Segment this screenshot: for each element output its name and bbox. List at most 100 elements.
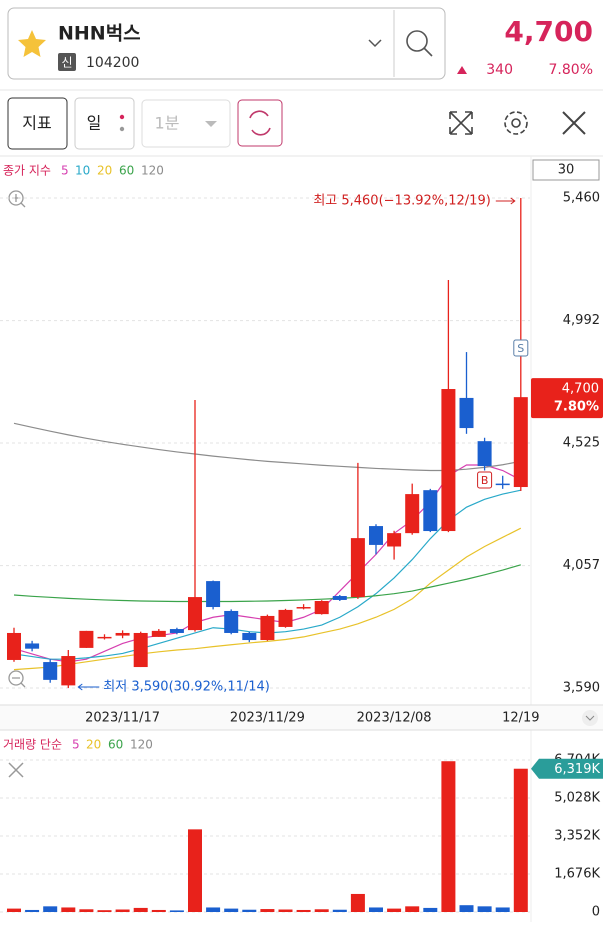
volume-bar bbox=[296, 909, 311, 912]
x-tick-label: 2023/11/29 bbox=[230, 711, 305, 726]
moving-average bbox=[13, 422, 521, 472]
indicator-button[interactable] bbox=[7, 97, 68, 150]
volume-bar bbox=[133, 907, 148, 912]
legend-title: 거래량 단순 bbox=[3, 738, 62, 752]
volume-bar bbox=[97, 910, 112, 912]
candle-body bbox=[314, 601, 329, 615]
candle-body bbox=[296, 607, 311, 609]
low-annotation: 최저 3,590(30.92%,11/14) bbox=[103, 680, 270, 695]
count-box[interactable] bbox=[532, 159, 600, 181]
y-tick-label: 4,057 bbox=[563, 558, 600, 573]
close-volume[interactable] bbox=[8, 762, 24, 778]
candle-body bbox=[61, 656, 76, 686]
volume-bar bbox=[151, 909, 166, 912]
volume-bar bbox=[242, 909, 257, 912]
volume-bar bbox=[7, 908, 21, 912]
current-price: 4,700 bbox=[504, 15, 593, 48]
last-price: 4,700 bbox=[562, 382, 599, 397]
legend-item: 120 bbox=[130, 738, 153, 752]
candle-body bbox=[369, 526, 383, 545]
y-tick-label: 1,676K bbox=[554, 867, 600, 882]
refresh-button[interactable] bbox=[237, 99, 283, 147]
legend-item: 10 bbox=[75, 164, 90, 178]
volume-bar bbox=[369, 907, 383, 912]
axis-toggle-icon bbox=[585, 715, 595, 721]
signal: S bbox=[517, 342, 524, 355]
candle-body bbox=[513, 397, 528, 488]
candle-body bbox=[242, 632, 257, 641]
change-rate: 7.80% bbox=[549, 62, 593, 78]
candle-body bbox=[7, 632, 21, 660]
candle-body bbox=[188, 597, 202, 631]
y-tick-label: 5,460 bbox=[563, 191, 600, 206]
volume-bar bbox=[206, 907, 221, 912]
search-icon-handle bbox=[423, 47, 433, 57]
candle-body bbox=[495, 483, 510, 486]
count-label: 30 bbox=[558, 163, 575, 178]
stock-code: 104200 bbox=[86, 55, 139, 71]
candle-body bbox=[278, 609, 293, 627]
candle-body bbox=[260, 615, 275, 641]
volume-bar bbox=[260, 909, 275, 912]
annotation-arrow bbox=[495, 197, 516, 205]
badge: 신 bbox=[61, 56, 72, 70]
volume-bar bbox=[332, 909, 347, 912]
period-button[interactable] bbox=[74, 97, 135, 150]
legend-item: 60 bbox=[119, 164, 134, 178]
select-arrow bbox=[205, 121, 217, 127]
search-icon[interactable] bbox=[406, 30, 428, 52]
volume-bar bbox=[314, 909, 329, 912]
candle-body bbox=[43, 662, 58, 680]
y-tick-label: 5,028K bbox=[554, 791, 600, 806]
candle-body bbox=[441, 389, 456, 532]
volume-bar bbox=[495, 907, 510, 912]
dot bbox=[119, 126, 125, 132]
axis-toggle[interactable] bbox=[582, 710, 598, 726]
legend-item: 20 bbox=[97, 164, 112, 178]
fullscreen-icon[interactable] bbox=[449, 111, 473, 135]
candle-body bbox=[477, 441, 492, 467]
legend-item: 20 bbox=[86, 738, 101, 752]
moving-average bbox=[13, 527, 522, 671]
last-price-tag bbox=[531, 378, 603, 419]
candle-body bbox=[387, 533, 402, 547]
volume-bar bbox=[405, 906, 420, 912]
legend-title: 종가 지수 bbox=[3, 164, 51, 178]
volume-bar bbox=[169, 910, 184, 912]
favorite-star[interactable] bbox=[18, 30, 46, 57]
candle-body bbox=[133, 632, 148, 668]
indicator-label: 지표 bbox=[22, 114, 51, 133]
interval-select[interactable] bbox=[141, 99, 231, 148]
price-change: 340 bbox=[486, 62, 513, 78]
candle-body bbox=[224, 610, 239, 633]
settings-icon-core bbox=[511, 118, 521, 128]
zoom-out[interactable] bbox=[8, 670, 24, 686]
y-tick-label: 4,525 bbox=[563, 436, 600, 451]
badge-bg bbox=[58, 53, 76, 71]
x-tick-label: 2023/11/17 bbox=[85, 711, 160, 726]
dropdown-arrow[interactable] bbox=[368, 39, 382, 48]
y-tick-label: 0 bbox=[592, 905, 600, 920]
settings-icon[interactable] bbox=[504, 111, 528, 135]
candle-body bbox=[97, 636, 112, 639]
candle-body bbox=[405, 494, 420, 534]
candle-body bbox=[423, 490, 438, 532]
y-tick-label: 3,352K bbox=[554, 829, 600, 844]
volume-bar bbox=[513, 768, 528, 912]
volume-bar bbox=[350, 893, 365, 912]
tools-icon[interactable] bbox=[562, 111, 586, 135]
y-tick-label: 3,590 bbox=[563, 681, 600, 696]
volume-bar bbox=[441, 761, 456, 912]
candle-body bbox=[25, 643, 40, 649]
candle-body bbox=[151, 630, 166, 637]
volume-bar bbox=[423, 907, 438, 912]
x-tick-label: 12/19 bbox=[502, 711, 539, 726]
high-annotation: 최고 5,460(−13.92%,12/19) bbox=[313, 194, 490, 209]
x-tick-label: 2023/12/08 bbox=[357, 711, 432, 726]
zoom-out-icon bbox=[12, 677, 26, 688]
moving-average bbox=[13, 564, 521, 603]
y-tick-label: 4,992 bbox=[563, 313, 600, 328]
interval-label: 1분 bbox=[155, 114, 180, 133]
search-box[interactable]: NHN벅스 신 104200 bbox=[7, 7, 446, 80]
